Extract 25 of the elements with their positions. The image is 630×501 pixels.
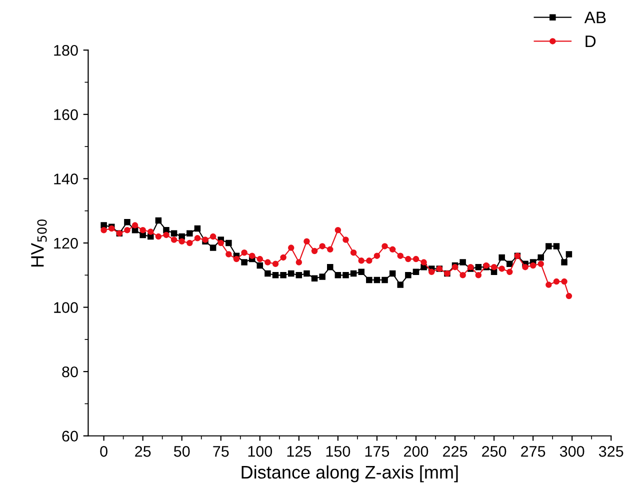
x-tick-label: 0: [100, 446, 108, 457]
legend-label: AB: [584, 12, 606, 24]
x-tick-label: 225: [443, 446, 468, 457]
x-tick-label: 200: [404, 446, 428, 457]
x-tick-label: 50: [174, 446, 190, 457]
y-tick-label: 80: [62, 366, 78, 378]
x-tick-label: 125: [287, 446, 312, 457]
x-tick-label: 25: [135, 446, 151, 457]
x-tick-label: 100: [248, 446, 272, 457]
y-tick-label: 60: [62, 430, 78, 442]
x-axis-title: Distance along Z-axis [mm]: [242, 465, 458, 482]
x-tick-label: 275: [521, 446, 546, 457]
x-tick-label: 150: [326, 446, 350, 457]
y-tick-label: 140: [54, 174, 78, 184]
x-tick-label: 300: [560, 446, 584, 457]
x-tick-label: 175: [365, 446, 390, 457]
y-tick-label: 100: [54, 302, 78, 313]
x-tick-label: 325: [598, 446, 624, 457]
x-tick-label: 75: [213, 446, 229, 457]
y-axis-title: HV$_{500}$: [31, 219, 47, 267]
y-tick-label: 180: [54, 44, 78, 56]
y-tick-label: 160: [54, 109, 78, 120]
x-tick-label: 250: [482, 446, 506, 457]
y-tick-label: 120: [54, 238, 78, 249]
legend-label: D: [586, 36, 596, 48]
